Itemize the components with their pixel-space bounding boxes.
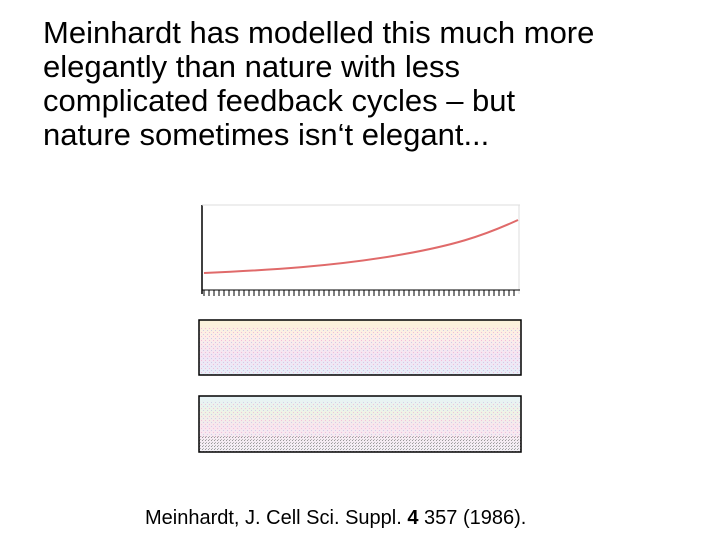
x-axis-ticks — [203, 290, 515, 296]
pattern-band-lower — [198, 395, 522, 453]
citation-volume: 4 — [407, 507, 419, 529]
citation: Meinhardt, J. Cell Sci. Suppl. 4 357 (19… — [145, 506, 526, 530]
body-line-4: nature sometimes isn‘t elegant... — [43, 117, 490, 152]
citation-pages-year: 357 (1986). — [424, 507, 527, 529]
body-line-3: complicated feedback cycles – but — [43, 83, 516, 118]
body-line-2: elegantly than nature with less — [43, 49, 461, 84]
curve-panel — [201, 204, 520, 296]
model-figure — [193, 200, 528, 458]
pattern-band-upper — [198, 319, 522, 376]
citation-authors: Meinhardt, J. Cell Sci. Suppl. — [145, 507, 402, 529]
slide-body-text: Meinhardt has modelled this much more el… — [43, 16, 703, 152]
body-line-1: Meinhardt has modelled this much more — [43, 15, 595, 50]
growth-curve — [203, 219, 519, 274]
model-figure-graphic — [198, 204, 522, 453]
